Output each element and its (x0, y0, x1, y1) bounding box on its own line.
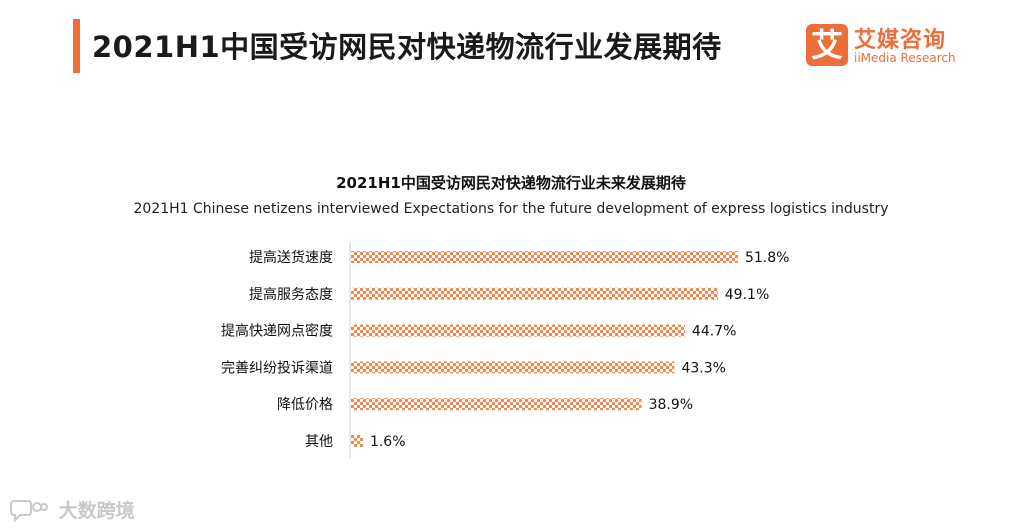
category-label: 提高送货速度 (249, 249, 333, 266)
category-label: 完善纠纷投诉渠道 (221, 360, 333, 376)
value-label: 43.3% (681, 360, 725, 376)
watermark: 大数跨境 (10, 496, 135, 522)
chart-title: 2021H1中国受访网民对快递物流行业未来发展期待 (336, 174, 686, 192)
watermark-text: 大数跨境 (58, 500, 135, 522)
bar (351, 324, 685, 337)
bar (351, 435, 363, 447)
iimedia-logo: 艾 艾媒咨询 iiMedia Research (806, 24, 966, 68)
value-label: 49.1% (725, 287, 769, 303)
title-accent-bar (73, 19, 80, 73)
category-label: 降低价格 (277, 397, 333, 413)
speech-bubble-icon (10, 499, 48, 522)
chart-subtitle: 2021H1 Chinese netizens interviewed Expe… (133, 201, 889, 217)
category-label: 其他 (305, 434, 333, 450)
bar (351, 251, 738, 263)
category-label: 提高服务态度 (249, 286, 333, 303)
value-label: 38.9% (649, 397, 693, 413)
value-label: 51.8% (745, 250, 789, 266)
value-label: 44.7% (692, 324, 736, 340)
bar (351, 287, 718, 300)
page-title: 2021H1中国受访网民对快递物流行业发展期待 (92, 30, 722, 64)
logo-mark: 艾 (806, 24, 848, 66)
logo-name-en: iiMedia Research (854, 51, 956, 65)
category-label: 提高快递网点密度 (221, 323, 333, 340)
logo-name-cn: 艾媒咨询 (854, 28, 947, 53)
bar (351, 398, 642, 411)
value-label: 1.6% (370, 434, 406, 450)
bar (351, 361, 675, 374)
